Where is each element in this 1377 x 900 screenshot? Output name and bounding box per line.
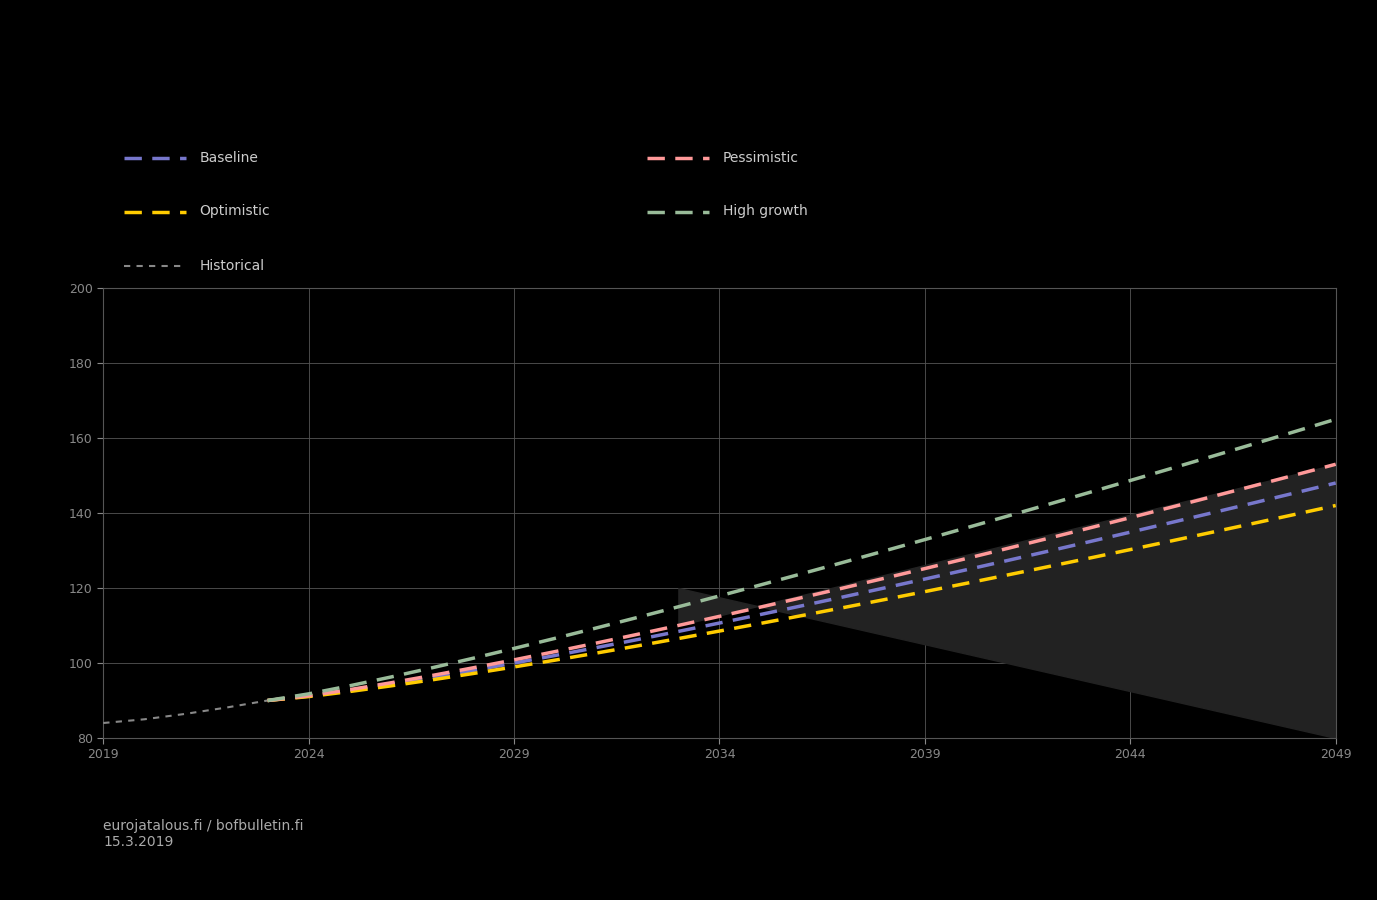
Text: Optimistic: Optimistic [200,204,270,219]
Text: Pessimistic: Pessimistic [723,150,799,165]
Text: Historical: Historical [200,258,264,273]
Text: eurojatalous.fi / bofbulletin.fi
15.3.2019: eurojatalous.fi / bofbulletin.fi 15.3.20… [103,819,304,850]
Text: High growth: High growth [723,204,808,219]
Text: Baseline: Baseline [200,150,259,165]
